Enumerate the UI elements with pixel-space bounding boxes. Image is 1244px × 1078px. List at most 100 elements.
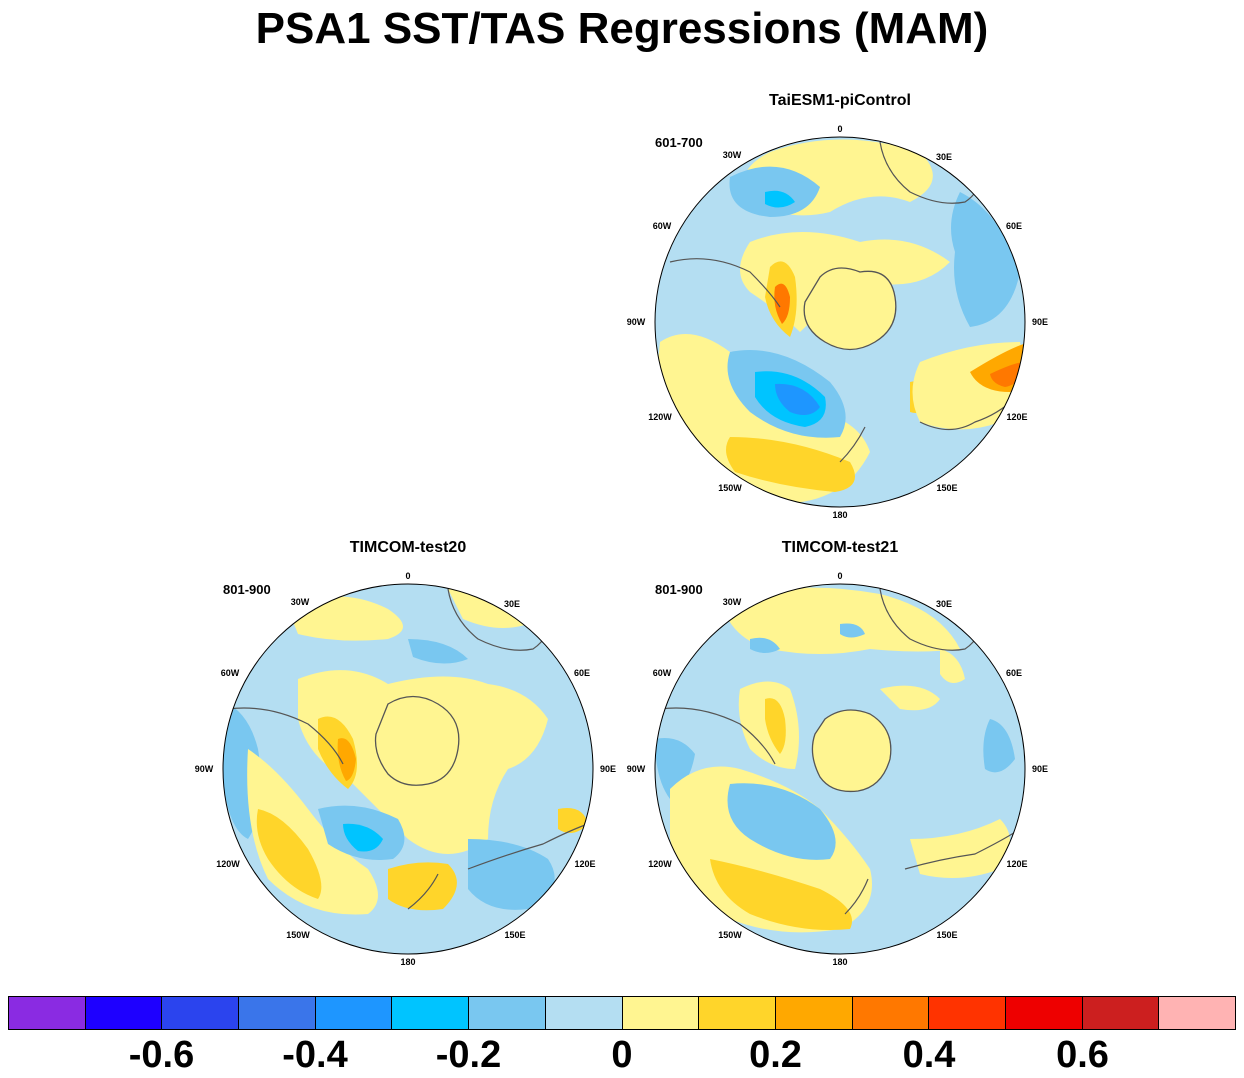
svg-text:120W: 120W	[648, 412, 672, 422]
svg-text:150E: 150E	[936, 930, 957, 940]
anomaly-region	[750, 637, 780, 653]
svg-text:90E: 90E	[600, 764, 616, 774]
svg-text:90W: 90W	[627, 317, 646, 327]
longitude-labels: 0 30E 60E 90E 120E 150E 180 150W 120W 90…	[627, 571, 1048, 967]
colorbar-segment	[392, 997, 470, 1029]
anomaly-region	[727, 783, 836, 860]
svg-text:120W: 120W	[216, 859, 240, 869]
figure-title: PSA1 SST/TAS Regressions (MAM)	[255, 4, 989, 53]
anomaly-region	[655, 738, 695, 799]
svg-text:30W: 30W	[723, 150, 742, 160]
anomaly-region	[951, 192, 1020, 327]
coastline	[659, 707, 776, 765]
colorbar-segment	[162, 997, 240, 1029]
anomaly-region	[765, 190, 795, 208]
colorbar-segment	[852, 997, 930, 1029]
anomaly-region	[910, 819, 1010, 878]
longitude-labels: 0 30E 60E 90E 120E 150E 180 150W 120W 90…	[627, 124, 1048, 520]
anomaly-region	[468, 839, 555, 910]
colorbar-tick-label: -0.4	[282, 1034, 348, 1076]
panel-title: TIMCOM-test21	[781, 539, 899, 556]
colorbar-tick-label: -0.2	[435, 1034, 502, 1076]
coastline	[467, 823, 589, 870]
panel-title: TIMCOM-test20	[349, 539, 467, 556]
svg-text:150W: 150W	[286, 930, 310, 940]
svg-text:90E: 90E	[1032, 764, 1048, 774]
anomaly-region	[710, 859, 852, 930]
map-boundary	[222, 583, 594, 955]
map-panel-timcom-test21: TIMCOM-test21 801-900 0 3	[620, 539, 1060, 979]
svg-text:90E: 90E	[1032, 317, 1048, 327]
anomaly-region	[775, 383, 820, 416]
anomaly-region	[880, 685, 940, 711]
svg-text:180: 180	[832, 957, 847, 967]
svg-text:60W: 60W	[221, 668, 240, 678]
svg-text:120E: 120E	[1006, 859, 1027, 869]
svg-text:60E: 60E	[1006, 221, 1022, 231]
polar-map: 0 30E 60E 90E 120E 150E 180 150W 120W 90…	[627, 571, 1048, 967]
antarctica-land	[811, 709, 892, 793]
svg-text:60W: 60W	[653, 221, 672, 231]
svg-text:120E: 120E	[574, 859, 595, 869]
svg-text:30E: 30E	[936, 152, 952, 162]
svg-text:150E: 150E	[936, 483, 957, 493]
colorbar-segment	[85, 997, 163, 1029]
map-panel-taiesm1: TaiESM1-piControl 601-700	[620, 92, 1060, 532]
anomaly-region	[940, 649, 965, 683]
colorbar-segment	[315, 997, 393, 1029]
svg-text:90W: 90W	[627, 764, 646, 774]
anomaly-region	[720, 587, 960, 654]
colorbar-segment	[469, 997, 546, 1029]
colorbar-segment	[1159, 997, 1235, 1029]
period-label: 801-900	[655, 582, 703, 597]
anomaly-region	[983, 719, 1015, 773]
period-label: 601-700	[655, 135, 703, 150]
map-boundary	[654, 583, 1026, 955]
svg-text:150W: 150W	[718, 930, 742, 940]
svg-text:30W: 30W	[723, 597, 742, 607]
svg-text:0: 0	[837, 571, 842, 581]
svg-text:180: 180	[400, 957, 415, 967]
colorbar-segment	[622, 997, 700, 1029]
svg-text:150W: 150W	[718, 483, 742, 493]
polar-map: 0 30E 60E 90E 120E 150E 180 150W 120W 90…	[195, 571, 616, 967]
colorbar-segment	[699, 997, 776, 1029]
svg-text:0: 0	[837, 124, 842, 134]
coastline	[844, 878, 869, 915]
svg-text:120W: 120W	[648, 859, 672, 869]
anomaly-region	[726, 437, 855, 492]
svg-text:90W: 90W	[195, 764, 214, 774]
anomaly-region	[448, 589, 528, 628]
coastline	[227, 707, 344, 765]
longitude-labels: 0 30E 60E 90E 120E 150E 180 150W 120W 90…	[195, 571, 616, 967]
colorbar-segment	[775, 997, 853, 1029]
colorbar-tick-label: 0.2	[749, 1034, 802, 1076]
svg-text:0: 0	[405, 571, 410, 581]
anomaly-region	[343, 823, 383, 852]
panel-title: TaiESM1-piControl	[769, 92, 911, 109]
colorbar-segment	[1082, 997, 1160, 1029]
anomaly-region	[774, 283, 790, 324]
svg-text:30E: 30E	[504, 599, 520, 609]
colorbar-segment	[545, 997, 623, 1029]
colorbar-tick-label: -0.6	[128, 1034, 195, 1076]
coastline	[904, 828, 1021, 870]
anomaly-region	[765, 698, 786, 754]
colorbar-segment	[1005, 997, 1083, 1029]
anomaly-region	[408, 639, 468, 664]
colorbar-segment	[9, 997, 86, 1029]
colorbar-segment	[239, 997, 316, 1029]
colorbar-segment	[929, 997, 1006, 1029]
svg-text:30E: 30E	[936, 599, 952, 609]
anomaly-region	[840, 623, 865, 638]
polar-map: 0 30E 60E 90E 120E 150E 180 150W 120W 90…	[627, 124, 1048, 520]
svg-text:180: 180	[832, 510, 847, 520]
svg-text:60W: 60W	[653, 668, 672, 678]
colorbar-tick-label: 0.4	[902, 1034, 956, 1076]
svg-text:30W: 30W	[291, 597, 310, 607]
anomaly-region	[388, 862, 457, 911]
colorbar-labels: -0.6 -0.4 -0.2 0 0.2 0.4 0.6	[0, 1034, 1244, 1078]
antarctica-land	[803, 267, 897, 351]
period-label: 801-900	[223, 582, 271, 597]
coastline	[407, 873, 439, 910]
